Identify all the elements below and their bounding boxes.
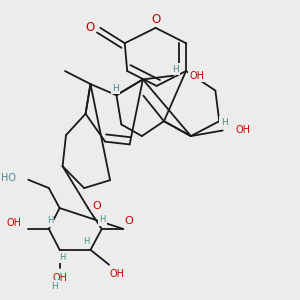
Text: H: H bbox=[172, 65, 178, 74]
Text: O: O bbox=[92, 201, 101, 211]
Text: HO: HO bbox=[1, 173, 16, 183]
Text: H: H bbox=[83, 237, 90, 246]
Text: H: H bbox=[100, 215, 106, 224]
Text: H: H bbox=[46, 216, 53, 225]
Text: OH: OH bbox=[6, 218, 21, 228]
Text: O: O bbox=[125, 216, 134, 226]
Text: O: O bbox=[151, 13, 160, 26]
Text: OH: OH bbox=[236, 125, 251, 136]
Text: H: H bbox=[221, 118, 227, 127]
Text: O: O bbox=[85, 21, 94, 34]
Text: OH: OH bbox=[52, 273, 67, 283]
Text: H: H bbox=[51, 282, 58, 291]
Text: H: H bbox=[112, 84, 119, 93]
Text: OH: OH bbox=[189, 71, 204, 81]
Text: H: H bbox=[59, 253, 65, 262]
Text: OH: OH bbox=[110, 269, 125, 279]
